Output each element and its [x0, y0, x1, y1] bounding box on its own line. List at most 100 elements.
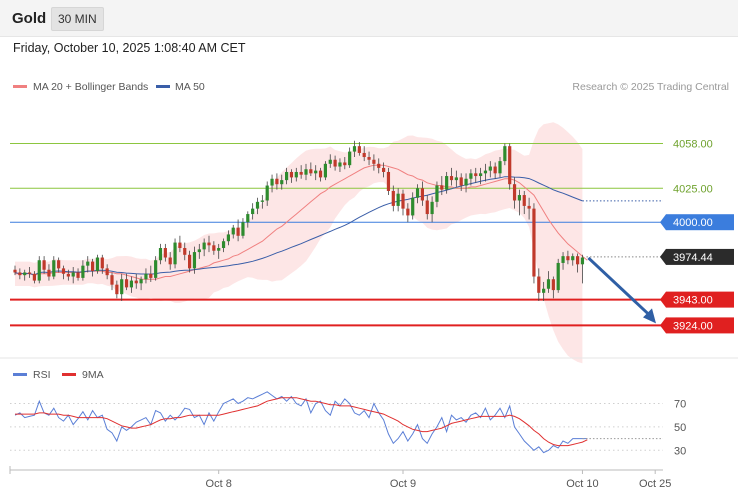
candle [396, 188, 400, 212]
candle [328, 154, 332, 168]
candle [343, 157, 347, 170]
candle-body [556, 262, 560, 291]
candle [377, 158, 381, 174]
candle [42, 256, 46, 274]
candle-body [299, 171, 303, 175]
candle [197, 243, 201, 259]
candle-body [149, 273, 153, 278]
candle [246, 211, 250, 228]
candle-body [100, 257, 104, 269]
candle [367, 151, 371, 166]
time-axis: Oct 8 Oct 9 Oct 10 Oct 25 [9, 466, 671, 490]
candle [18, 268, 22, 280]
candle-body [517, 195, 521, 201]
rsi-panel: 70 50 30 [10, 391, 686, 457]
candle-body [483, 170, 488, 174]
candle [154, 256, 158, 281]
candle [265, 181, 269, 206]
candle-body [503, 146, 507, 162]
chart-legend: MA 20 + Bollinger Bands MA 50 Research ©… [13, 81, 729, 93]
forecast-arrow [587, 256, 656, 324]
candle [285, 167, 289, 185]
candle [120, 273, 124, 301]
rsi-legend-label: RSI [33, 369, 51, 381]
candle [449, 167, 454, 186]
candle-body [372, 159, 376, 164]
candle [260, 195, 264, 209]
x-tick-label: Oct 25 [639, 478, 671, 490]
x-tick-label: Oct 8 [206, 478, 232, 490]
candle-body [241, 222, 245, 236]
candle [571, 253, 575, 266]
candle [188, 250, 192, 273]
candle-body [32, 273, 36, 281]
candle-body [129, 280, 133, 288]
candle-body [197, 249, 201, 253]
candle-body [110, 275, 114, 285]
candle-body [420, 188, 424, 201]
moving-averages [14, 164, 663, 280]
candle-body [411, 197, 415, 216]
candle-body [396, 193, 400, 206]
candle-body [163, 248, 167, 258]
candle [192, 246, 197, 274]
candle [183, 242, 187, 261]
candle [440, 176, 444, 196]
candle-body [231, 227, 235, 235]
ma20-line [15, 164, 588, 280]
candle-body [323, 163, 327, 178]
candle [149, 265, 153, 282]
candle-body [348, 151, 352, 166]
candle-body [265, 185, 269, 201]
candle-body [61, 268, 66, 274]
candle-body [86, 261, 90, 266]
forecast-arrow-shaft [587, 256, 654, 319]
candle-body [18, 272, 22, 276]
bollinger-bands [15, 122, 583, 364]
candle [129, 276, 133, 293]
candle-body [47, 269, 51, 277]
level-tag-pointer-5 [660, 317, 666, 334]
candle [459, 173, 463, 191]
x-tick-label: Oct 10 [566, 478, 598, 490]
candle-body [183, 248, 187, 255]
candle-body [464, 178, 468, 186]
candle-body [260, 200, 264, 202]
candle-body [304, 169, 308, 175]
timeframe-button[interactable]: 30 MIN [51, 7, 104, 31]
candle-body [255, 201, 260, 209]
candle-body [401, 193, 405, 209]
candle-body [459, 177, 463, 186]
candle [415, 184, 420, 204]
ma20-legend-label: MA 20 + Bollinger Bands [33, 81, 148, 93]
candle-body [498, 161, 502, 174]
candle [435, 181, 439, 208]
candle [13, 265, 17, 276]
price-level-labels: 4058.00 4025.00 4000.00 3974.44 3943.00 3924.… [660, 138, 734, 334]
candle-body [488, 166, 492, 171]
candle [420, 181, 424, 206]
candle-body [285, 171, 289, 181]
candle-body [23, 272, 27, 276]
candle-body [576, 256, 580, 265]
level-label-2: 4000.00 [673, 217, 713, 229]
candle [47, 264, 51, 281]
candle-body [217, 248, 221, 251]
candle-body [52, 260, 56, 277]
candle [318, 167, 323, 182]
candle-body [551, 279, 555, 291]
candle [517, 189, 521, 216]
candle [464, 173, 468, 193]
candle [406, 203, 410, 223]
bollinger-band-area [15, 122, 583, 364]
candle-body [333, 159, 337, 167]
candle-body [508, 146, 512, 185]
candle-body [546, 279, 551, 289]
rsi-legend: RSI 9MA [13, 369, 104, 381]
rsi-tick-label: 50 [674, 422, 686, 434]
candle [275, 173, 279, 190]
candle [479, 167, 483, 185]
top-bar: Gold 30 MIN [0, 0, 738, 37]
candle-body [289, 171, 294, 178]
candle-body [352, 146, 357, 152]
